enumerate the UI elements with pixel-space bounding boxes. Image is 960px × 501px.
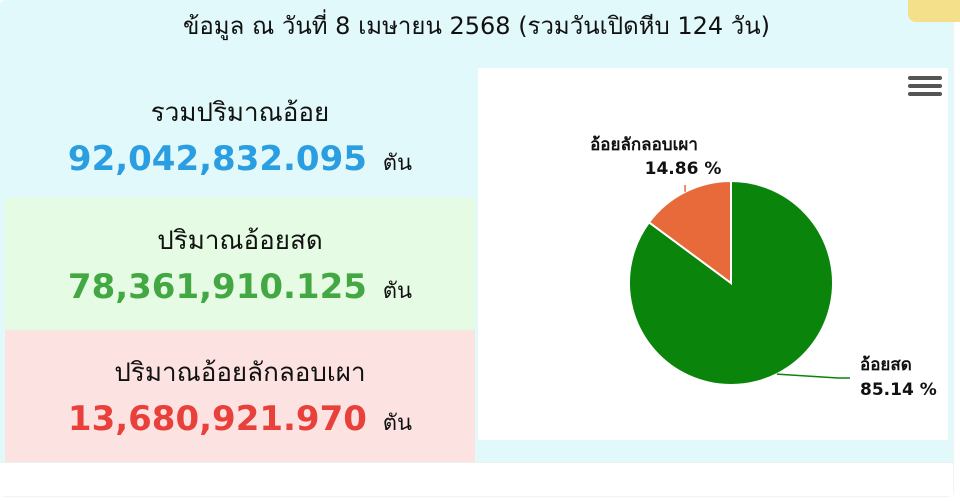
chart-panel: อ้อยสด 85.14 % อ้อยลักลอบเผา 14.86 % (478, 68, 948, 440)
fresh-cane-label: ปริมาณอ้อยสด (157, 226, 323, 256)
burnt-cane-stat: ปริมาณอ้อยลักลอบเผา 13,680,921.970 ตัน (5, 330, 475, 462)
hamburger-menu-icon[interactable] (908, 76, 942, 100)
burnt-cane-unit: ตัน (382, 411, 413, 436)
slice-category-label-0: อ้อยสด (860, 355, 912, 375)
slice-category-label-1: อ้อยลักลอบเผา (590, 135, 698, 155)
burnt-cane-value-row: 13,680,921.970 ตัน (5, 399, 475, 440)
page-title: ข้อมูล ณ วันที่ 8 เมษายน 2568 (รวมวันเปิ… (182, 12, 771, 40)
connector-line-0 (776, 373, 850, 379)
total-cane-unit: ตัน (382, 151, 413, 176)
fresh-cane-value: 78,361,910.125 (67, 267, 367, 307)
slice-value-label-1: 14.86 % (645, 159, 722, 179)
total-cane-stat: รวมปริมาณอ้อย 92,042,832.095 ตัน (5, 70, 475, 198)
burnt-cane-label: ปริมาณอ้อยลักลอบเผา (114, 358, 366, 388)
fresh-cane-value-row: 78,361,910.125 ตัน (5, 267, 475, 308)
total-cane-value-row: 92,042,832.095 ตัน (5, 139, 475, 180)
pie-chart: อ้อยสด 85.14 % อ้อยลักลอบเผา 14.86 % (590, 135, 937, 400)
burnt-cane-value: 13,680,921.970 (67, 399, 367, 439)
corner-tab (908, 0, 960, 22)
bottom-strip (0, 462, 953, 496)
fresh-cane-unit: ตัน (382, 279, 413, 304)
fresh-cane-stat: ปริมาณอ้อยสด 78,361,910.125 ตัน (5, 198, 475, 330)
total-cane-label: รวมปริมาณอ้อย (150, 98, 330, 128)
slice-value-label-0: 85.14 % (860, 380, 937, 400)
total-cane-value: 92,042,832.095 (67, 139, 367, 179)
